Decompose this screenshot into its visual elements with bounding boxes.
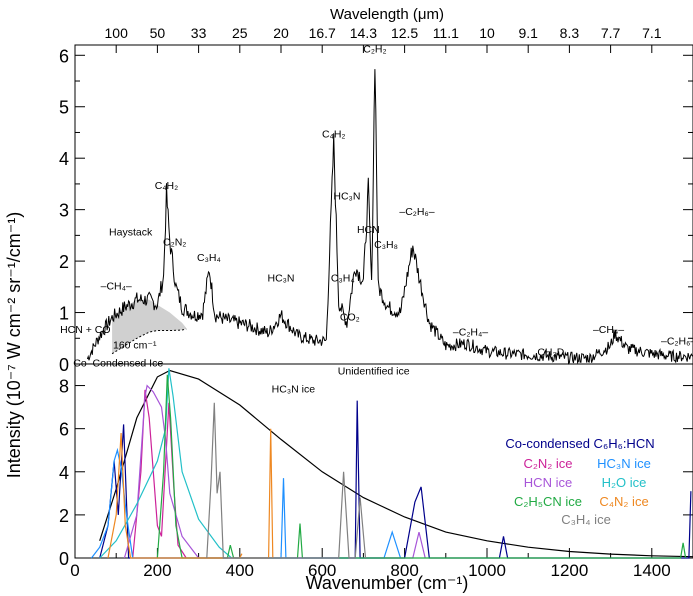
- ice-spectrum-line: [239, 553, 243, 559]
- spectral-feature-label: –CH₄–: [101, 280, 132, 292]
- x-tick-label: 200: [143, 561, 171, 580]
- top-wavelength-tick-label: 100: [105, 25, 129, 41]
- top-wavelength-tick-label: 33: [191, 25, 207, 41]
- legend-entry: H₂O ice: [602, 475, 647, 490]
- spectral-feature-label: C₃H₈: [374, 239, 398, 251]
- spectral-feature-label: HC₃N ice: [272, 383, 316, 395]
- legend-entry: C₂N₂ ice: [523, 456, 572, 471]
- top-wavelength-tick-label: 14.3: [350, 25, 377, 41]
- top-wavelength-tick-label: 8.3: [560, 25, 580, 41]
- ice-spectrum-line: [99, 368, 232, 559]
- spectral-feature-label: CO₂: [340, 311, 360, 323]
- x-axis-title: Wavenumber (cm⁻¹): [306, 573, 469, 593]
- bottom-y-tick-label: 4: [59, 463, 69, 483]
- legend-entry: C₄N₂ ice: [599, 494, 648, 509]
- spectral-feature-label: CH₃D: [537, 346, 564, 358]
- top-wavelength-tick-label: 16.7: [309, 25, 336, 41]
- top-wavelength-tick-label: 10: [479, 25, 495, 41]
- legend-entry: HC₃N ice: [597, 456, 651, 471]
- top-wavelength-tick-label: 7.1: [642, 25, 662, 41]
- top-y-tick-label: 2: [59, 252, 69, 272]
- top-spectrum-panel: 0 1 2 3 4 5 6 100 50 33 25 20 16.7 14.3 12.5 11.1 10 9.1 8…: [59, 25, 693, 395]
- bottom-y-tick-label: 2: [59, 506, 69, 526]
- spectral-feature-label: Haystack: [109, 226, 153, 238]
- ice-legend: Co-condensed C₆H₆:HCN C₂N₂ ice HC₃N ice HCN…: [505, 436, 654, 527]
- spectral-feature-label: Unidentified ice: [338, 365, 410, 377]
- x-tick-label: 800: [390, 561, 418, 580]
- spectral-feature-label: C₃H₄: [331, 273, 355, 285]
- top-wavelength-tick-label: 11.1: [433, 25, 459, 41]
- legend-entry: C₃H₄ ice: [561, 512, 611, 527]
- top-wavelength-tick-label: 12.5: [391, 25, 418, 41]
- top-y-tick-label: 5: [59, 98, 69, 118]
- top-wavelength-tick-label: 20: [273, 25, 289, 41]
- spectral-feature-label: –C₂H₄–: [453, 327, 488, 339]
- spectral-feature-label: C₂H₂: [363, 44, 386, 56]
- spectral-feature-label: C₃H₄: [197, 252, 221, 264]
- bottom-y-tick-label: 0: [59, 549, 69, 569]
- top-axis-title: Wavelength (μm): [330, 6, 444, 23]
- spectral-feature-label: HCN + CO: [60, 324, 110, 336]
- x-tick-label: 600: [308, 561, 336, 580]
- bottom-y-tick-label: 8: [59, 377, 69, 397]
- top-y-tick-label: 6: [59, 46, 69, 66]
- ice-spectrum-line: [206, 402, 367, 559]
- top-y-tick-label: 4: [59, 149, 69, 169]
- spectral-feature-label: –C₂H₆–: [661, 335, 693, 347]
- top-wavelength-tick-label: 7.7: [601, 25, 621, 41]
- x-tick-label: 1000: [468, 561, 506, 580]
- legend-entry: C₂H₅CN ice: [514, 494, 582, 509]
- x-tick-label: 1200: [550, 561, 588, 580]
- spectral-feature-label: HC₃N: [267, 273, 294, 285]
- spectral-feature-label: HCN: [357, 224, 380, 236]
- legend-entry: Co-condensed C₆H₆:HCN: [505, 436, 654, 451]
- continuum-dotted-line: [111, 328, 187, 355]
- spectral-feature-label: 160 cm⁻¹: [113, 340, 157, 352]
- top-wavelength-tick-label: 25: [232, 25, 248, 41]
- spectral-feature-label: –C₂H₆–: [399, 206, 434, 218]
- top-wavelength-tick-label: 9.1: [518, 25, 538, 41]
- spectral-feature-label: HC₃N: [333, 190, 360, 202]
- co-condensed-ice-shading: [112, 299, 187, 354]
- top-y-tick-label: 3: [59, 201, 69, 221]
- ice-spectrum-line: [107, 428, 274, 559]
- spectral-feature-label: C₂N₂: [163, 237, 186, 249]
- spectral-feature-label: C₄H₂: [322, 129, 346, 141]
- bottom-y-tick-label: 6: [59, 420, 69, 440]
- legend-entry: HCN ice: [524, 475, 572, 490]
- y-axis-title: Intensity (10⁻⁷ W cm⁻² sr⁻¹/cm⁻¹): [4, 212, 24, 479]
- top-y-tick-label: 1: [59, 304, 69, 324]
- spectral-feature-label: C₄H₂: [155, 180, 179, 192]
- cirs-spectrum-line: [86, 69, 693, 365]
- ice-spectra-panel: 0 2 4 6 8 0 200 400 600 800 1000 1200 1400: [59, 363, 693, 580]
- spectral-feature-label: –CH₄–: [593, 324, 624, 336]
- top-wavelength-tick-label: 50: [150, 25, 166, 41]
- x-tick-label: 1400: [633, 561, 671, 580]
- top-y-tick-label: 0: [59, 355, 69, 375]
- x-tick-label: 400: [226, 561, 254, 580]
- ice-spectrum-line: [156, 374, 687, 559]
- x-tick-label: 0: [70, 561, 79, 580]
